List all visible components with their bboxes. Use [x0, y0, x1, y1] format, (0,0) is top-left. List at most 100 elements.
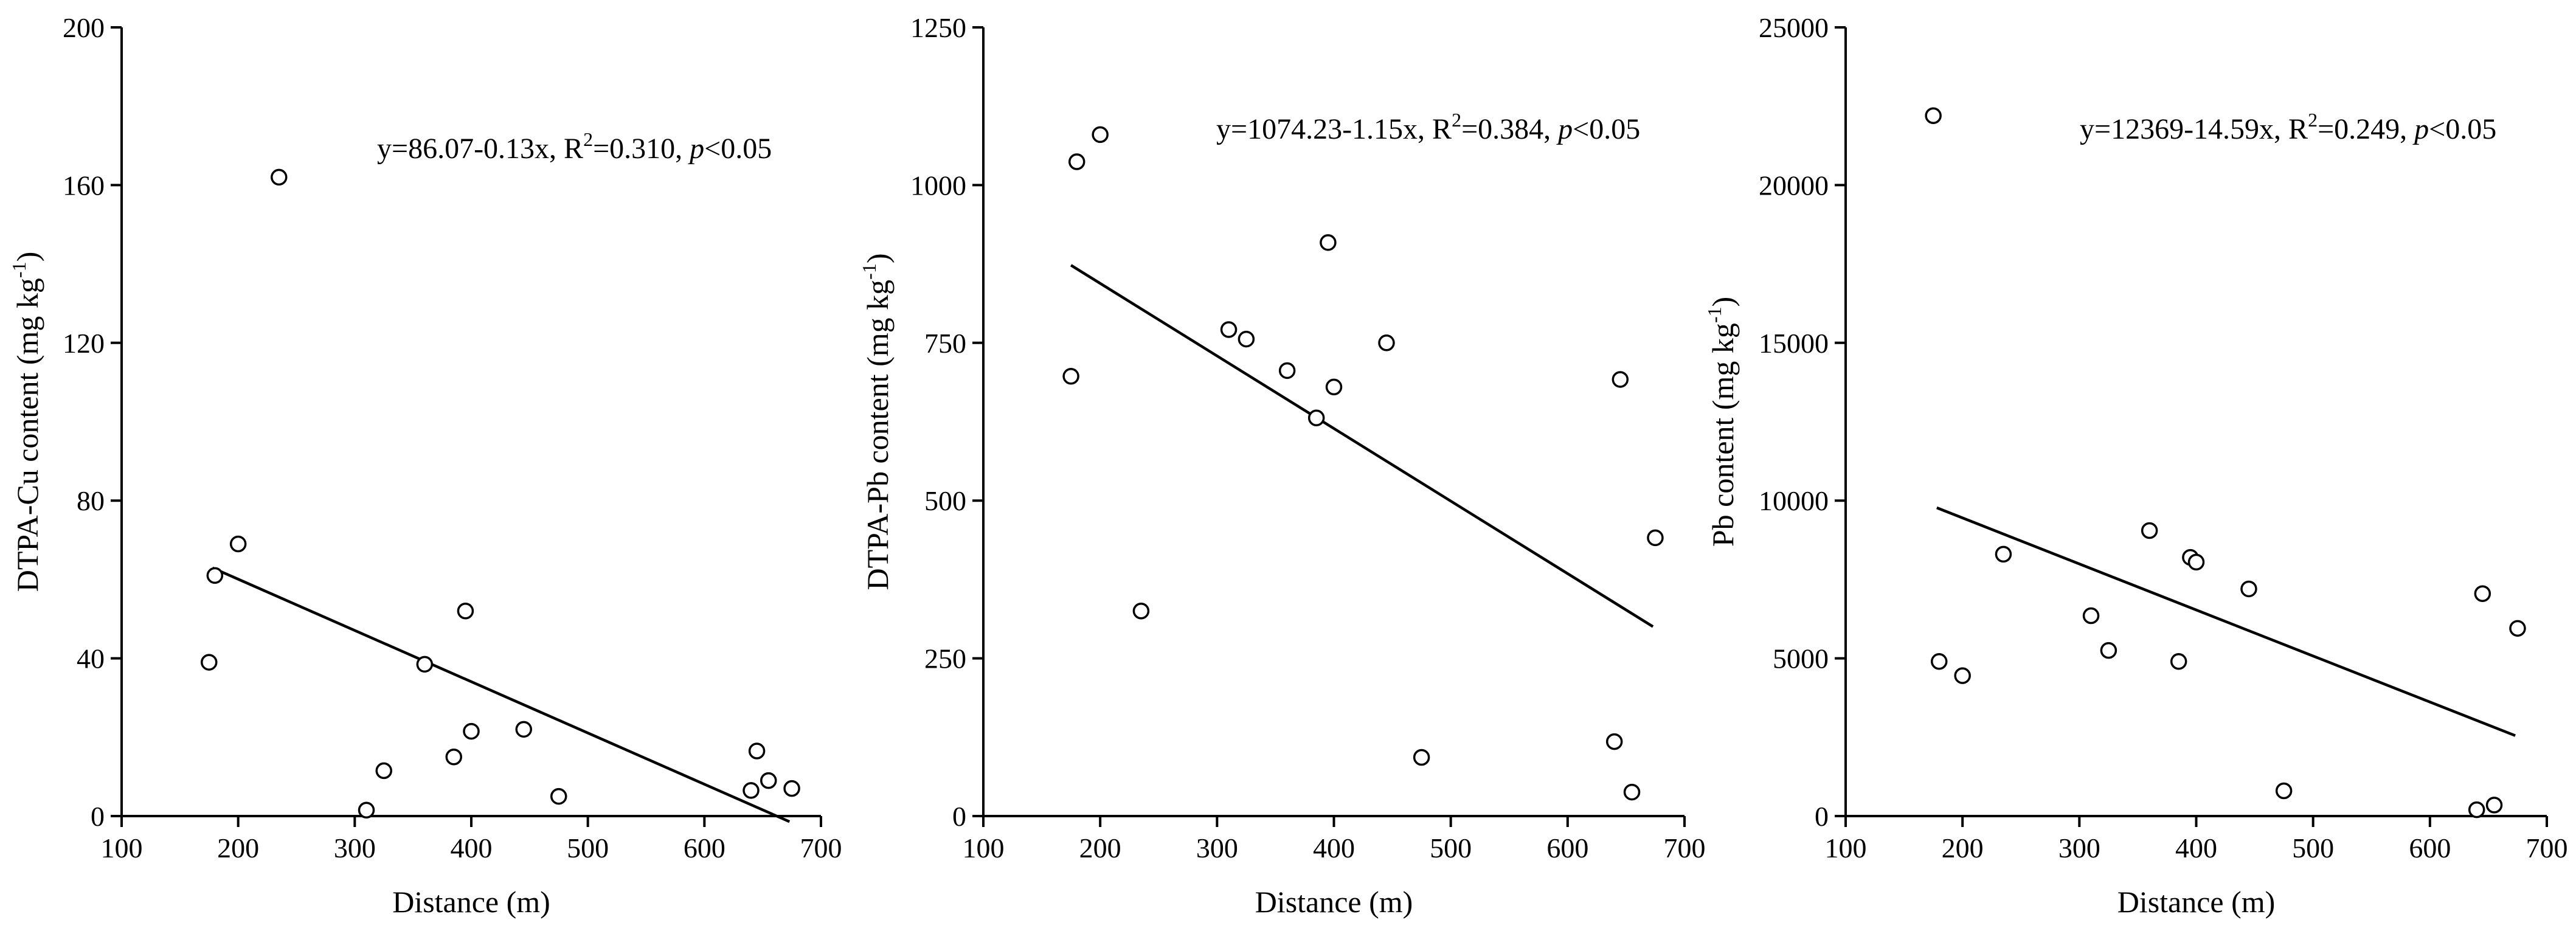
equation-part: <0.05	[704, 133, 772, 165]
data-point	[760, 772, 777, 789]
data-point	[457, 603, 474, 620]
x-tick-label: 600	[684, 832, 725, 864]
data-point	[2468, 801, 2485, 819]
x-tick-label: 700	[800, 832, 842, 864]
y-tick-label: 250	[924, 643, 966, 674]
equation-part: =0.384,	[1461, 113, 1558, 145]
x-tick-label: 200	[217, 832, 259, 864]
data-point	[206, 567, 224, 584]
y-axis-title: DTPA-Pb content (mg kg-1)	[858, 254, 895, 590]
equation-sup: 2	[2308, 109, 2318, 131]
data-point	[201, 654, 218, 671]
data-point	[2141, 522, 2158, 539]
regression-line	[1070, 264, 1654, 628]
data-point	[1954, 667, 1971, 684]
data-point	[748, 742, 766, 760]
equation-p-symbol: p	[1556, 113, 1573, 145]
y-axis-title-main: DTPA-Cu content (mg kg	[10, 278, 44, 592]
data-point	[1605, 733, 1623, 750]
data-point	[783, 780, 800, 797]
y-tick-label: 1000	[910, 170, 966, 201]
y-tick-label: 80	[77, 485, 105, 516]
data-point	[271, 168, 288, 186]
equation-p-symbol: p	[688, 133, 704, 165]
x-tick-label: 300	[334, 832, 376, 864]
y-tick-label: 5000	[1773, 643, 1829, 674]
y-tick-label: 40	[77, 643, 105, 674]
data-point	[550, 787, 567, 805]
x-tick-label: 600	[2409, 832, 2451, 864]
y-axis-title-end: )	[1706, 297, 1740, 307]
y-tick-label: 750	[924, 328, 966, 359]
y-axis-title-sup: -1	[8, 261, 30, 278]
y-tick-label: 20000	[1759, 170, 1829, 201]
data-point	[375, 762, 392, 780]
regression-line	[1936, 506, 2516, 737]
y-tick-label: 15000	[1759, 328, 1829, 359]
data-point	[1320, 234, 1337, 251]
y-tick-label: 200	[63, 12, 105, 43]
y-axis-title-main: DTPA-Pb content (mg kg	[860, 280, 895, 590]
equation-p-symbol: p	[2412, 113, 2429, 145]
x-tick-label: 400	[2175, 832, 2217, 864]
equation-part: y=12369-14.59x, R	[2080, 113, 2308, 145]
y-axis-title-main: Pb content (mg kg	[1706, 323, 1740, 547]
x-tick-label: 500	[567, 832, 609, 864]
equation-part: y=1074.23-1.15x, R	[1216, 113, 1452, 145]
data-point	[2100, 642, 2117, 659]
x-tick-label: 400	[1313, 832, 1355, 864]
y-axis-title-sup: -1	[858, 263, 880, 280]
y-axis-title-sup: -1	[1703, 306, 1725, 323]
data-point	[2474, 585, 2491, 602]
data-point	[515, 721, 532, 738]
equation-sup: 2	[583, 128, 593, 150]
x-tick-label: 400	[451, 832, 493, 864]
panel-dtpa-pb: 100 200 300 400 500 600 700 0 250 500 750 1000 1250 D…	[858, 12, 1706, 919]
data-point	[1413, 749, 1430, 766]
data-point	[1238, 330, 1255, 348]
data-point	[1995, 545, 2012, 563]
data-point	[1930, 653, 1948, 670]
y-axis-title: DTPA-Cu content (mg kg-1)	[8, 252, 44, 592]
x-tick-label: 300	[2058, 832, 2100, 864]
y-tick-label: 160	[63, 170, 105, 201]
data-point	[2187, 553, 2205, 571]
x-tick-label: 100	[101, 832, 143, 864]
regression-equation: y=12369-14.59x, R2=0.249, p<0.05	[2080, 109, 2496, 145]
x-tick-label: 500	[2292, 832, 2334, 864]
data-point	[1278, 362, 1296, 379]
data-point	[2485, 797, 2503, 814]
data-point	[1062, 368, 1079, 385]
y-tick-label: 0	[952, 801, 966, 832]
x-tick-label: 500	[1430, 832, 1472, 864]
x-tick-label: 100	[1825, 832, 1867, 864]
y-tick-label: 1250	[910, 12, 966, 43]
equation-part: <0.05	[1573, 113, 1640, 145]
y-axis-title: Pb content (mg kg-1)	[1703, 297, 1740, 547]
x-axis-title: Distance (m)	[392, 885, 550, 919]
data-point	[1612, 371, 1629, 388]
x-tick-label: 100	[963, 832, 1005, 864]
data-point	[463, 722, 480, 740]
data-point	[445, 748, 462, 766]
y-axis-title-end: )	[860, 254, 895, 264]
y-axis-title-end: )	[10, 252, 44, 262]
y-tick-label: 0	[91, 801, 105, 832]
data-point	[1925, 107, 1942, 125]
data-point	[1092, 126, 1109, 144]
equation-part: <0.05	[2429, 113, 2496, 145]
x-tick-label: 700	[2526, 832, 2568, 864]
data-point	[743, 782, 760, 799]
y-tick-label: 0	[1815, 801, 1829, 832]
panel-dtpa-cu: 100 200 300 400 500 600 700 0 40 80 120 160 200 Dista…	[8, 12, 842, 919]
x-tick-label: 300	[1196, 832, 1238, 864]
equation-part: y=86.07-0.13x, R	[377, 133, 583, 165]
data-point	[2170, 653, 2187, 670]
data-point	[2509, 620, 2526, 637]
x-tick-label: 200	[1942, 832, 1984, 864]
data-point	[1132, 603, 1150, 620]
y-tick-label: 10000	[1759, 485, 1829, 516]
regression-equation: y=86.07-0.13x, R2=0.310, p<0.05	[377, 128, 772, 165]
data-point	[1623, 783, 1641, 801]
